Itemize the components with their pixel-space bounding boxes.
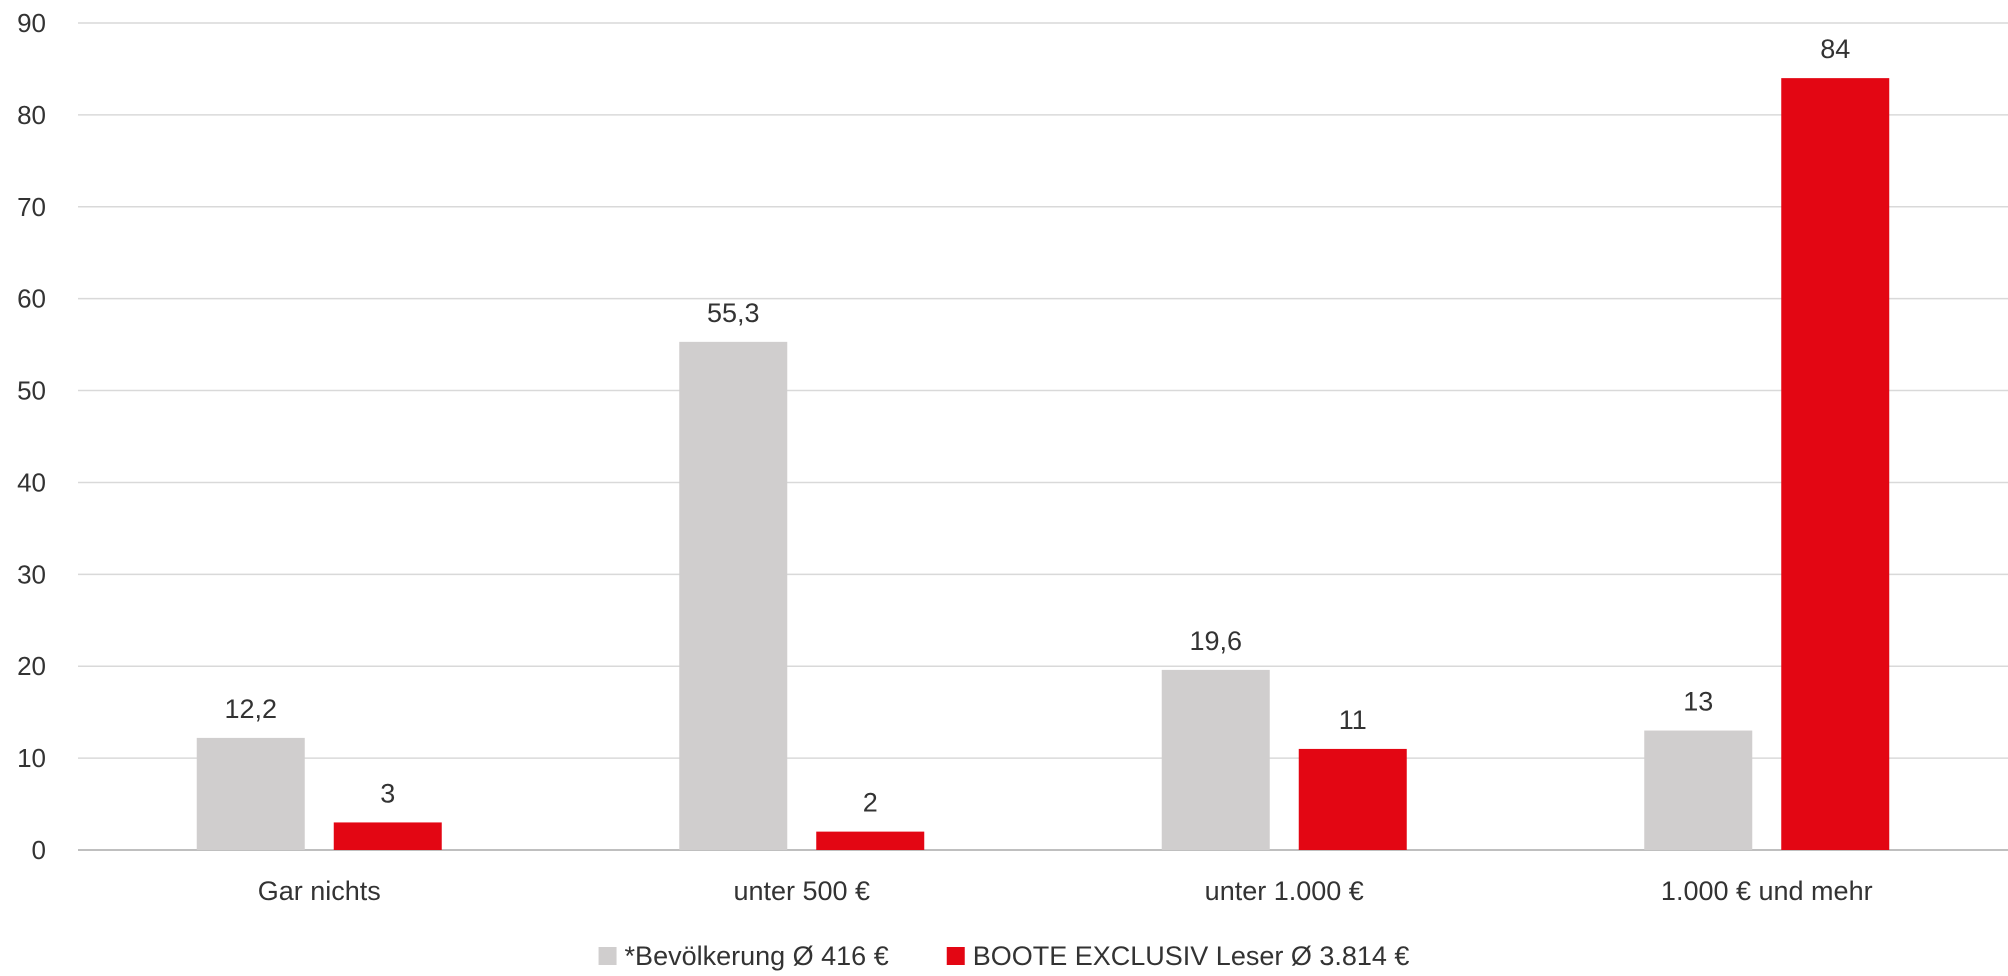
y-tick-label: 30	[17, 559, 46, 589]
bar	[816, 831, 925, 850]
gridlines	[78, 22, 2008, 851]
data-label: 84	[1820, 34, 1850, 64]
bars	[196, 78, 1890, 851]
y-tick-label: 20	[17, 651, 46, 681]
bar	[1298, 748, 1407, 850]
bar	[679, 341, 788, 850]
y-axis-ticks: 0 10 20 30 40 50 60 70 80 90	[17, 8, 46, 865]
legend-label: BOOTE EXCLUSIV Leser Ø 3.814 €	[973, 941, 1410, 971]
bar	[333, 822, 442, 850]
y-tick-label: 50	[17, 376, 46, 406]
legend: *Bevölkerung Ø 416 € BOOTE EXCLUSIV Leser…	[598, 941, 1410, 971]
data-label: 12,2	[224, 694, 277, 724]
bar	[1644, 730, 1753, 850]
y-tick-label: 0	[32, 835, 46, 865]
bar	[196, 737, 305, 850]
data-label: 11	[1339, 705, 1367, 735]
legend-item: BOOTE EXCLUSIV Leser Ø 3.814 €	[946, 941, 1410, 971]
legend-swatch	[946, 947, 965, 965]
category-label: Gar nichts	[258, 876, 381, 906]
category-label: 1.000 € und mehr	[1661, 876, 1873, 906]
data-label: 2	[863, 788, 878, 818]
legend-swatch	[598, 947, 617, 965]
y-tick-label: 10	[17, 743, 46, 773]
data-label: 19,6	[1189, 626, 1242, 656]
data-label: 3	[380, 778, 395, 808]
y-tick-label: 70	[17, 192, 46, 222]
y-tick-label: 90	[17, 8, 46, 38]
category-label: unter 1.000 €	[1205, 876, 1364, 906]
y-tick-label: 40	[17, 467, 46, 497]
y-tick-label: 80	[17, 100, 46, 130]
bar	[1161, 669, 1270, 850]
legend-item: *Bevölkerung Ø 416 €	[598, 941, 889, 971]
y-tick-label: 60	[17, 284, 46, 314]
data-labels: 12,2 3 55,3 2 19,6 11 13 84	[224, 34, 1850, 817]
x-axis-categories: Gar nichts unter 500 € unter 1.000 € 1.000 …	[258, 876, 1873, 906]
legend-label: *Bevölkerung Ø 416 €	[625, 941, 889, 971]
bar	[1781, 78, 1890, 851]
data-label: 13	[1683, 687, 1713, 717]
category-label: unter 500 €	[733, 876, 870, 906]
data-label: 55,3	[707, 298, 760, 328]
